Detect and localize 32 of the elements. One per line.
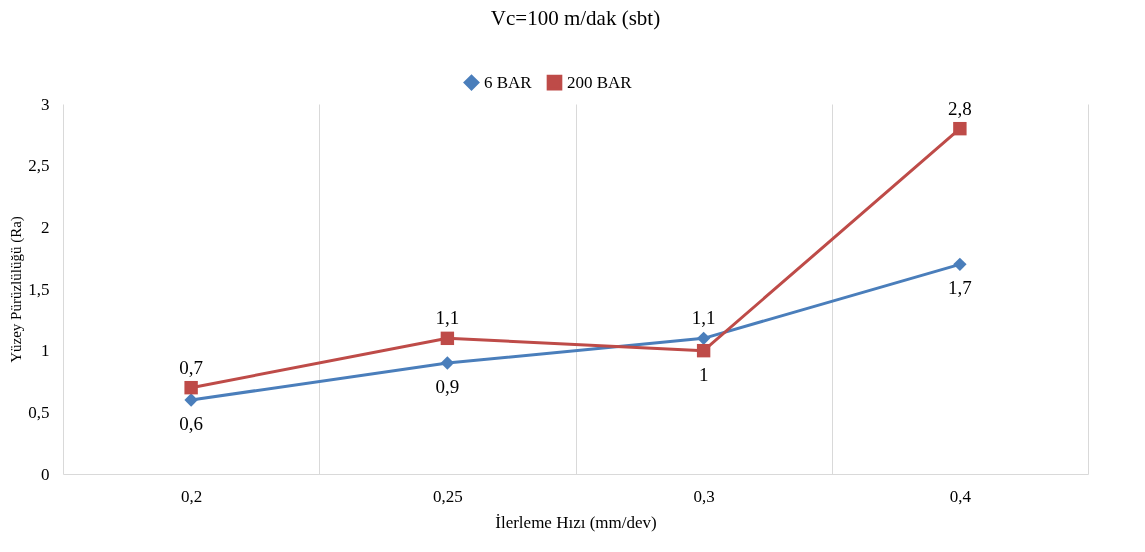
legend-label: 6 BAR bbox=[484, 72, 533, 92]
legend-label: 200 BAR bbox=[567, 72, 633, 92]
x-tick-label: 0,3 bbox=[693, 486, 715, 506]
data-label: 0,9 bbox=[435, 376, 460, 397]
y-tick-label: 2 bbox=[41, 217, 50, 237]
y-tick-label: 3 bbox=[41, 94, 50, 114]
data-label: 0,7 bbox=[179, 356, 203, 378]
point bbox=[184, 380, 198, 395]
data-label: 1,1 bbox=[691, 307, 716, 329]
y-tick-label: 0,5 bbox=[28, 402, 50, 422]
y-tick-label: 0 bbox=[41, 464, 50, 484]
chart-title: Vc=100 m/dak (sbt) bbox=[490, 6, 661, 30]
y-axis-title: Yüzey Pürüzlülüğü (Ra) bbox=[8, 216, 26, 363]
point bbox=[953, 121, 967, 136]
point bbox=[440, 331, 455, 346]
point bbox=[184, 393, 198, 407]
data-label: 2,8 bbox=[948, 97, 972, 119]
y-tick-label: 1,5 bbox=[28, 279, 50, 299]
data-label: 1,1 bbox=[435, 307, 460, 329]
data-label: 1 bbox=[698, 363, 709, 385]
point bbox=[953, 257, 967, 272]
x-tick-label: 0,4 bbox=[949, 486, 972, 506]
point bbox=[696, 331, 711, 346]
y-tick-label: 1 bbox=[41, 341, 50, 361]
point bbox=[440, 356, 455, 370]
x-tick-label: 0,2 bbox=[181, 486, 203, 506]
data-label: 1,7 bbox=[948, 277, 972, 299]
x-tick-label: 0,25 bbox=[433, 486, 463, 506]
x-axis-title: İlerleme Hızı (mm/dev) bbox=[495, 512, 657, 532]
point bbox=[696, 343, 711, 358]
y-tick-label: 2,5 bbox=[28, 156, 50, 176]
data-label: 0,6 bbox=[179, 413, 203, 434]
